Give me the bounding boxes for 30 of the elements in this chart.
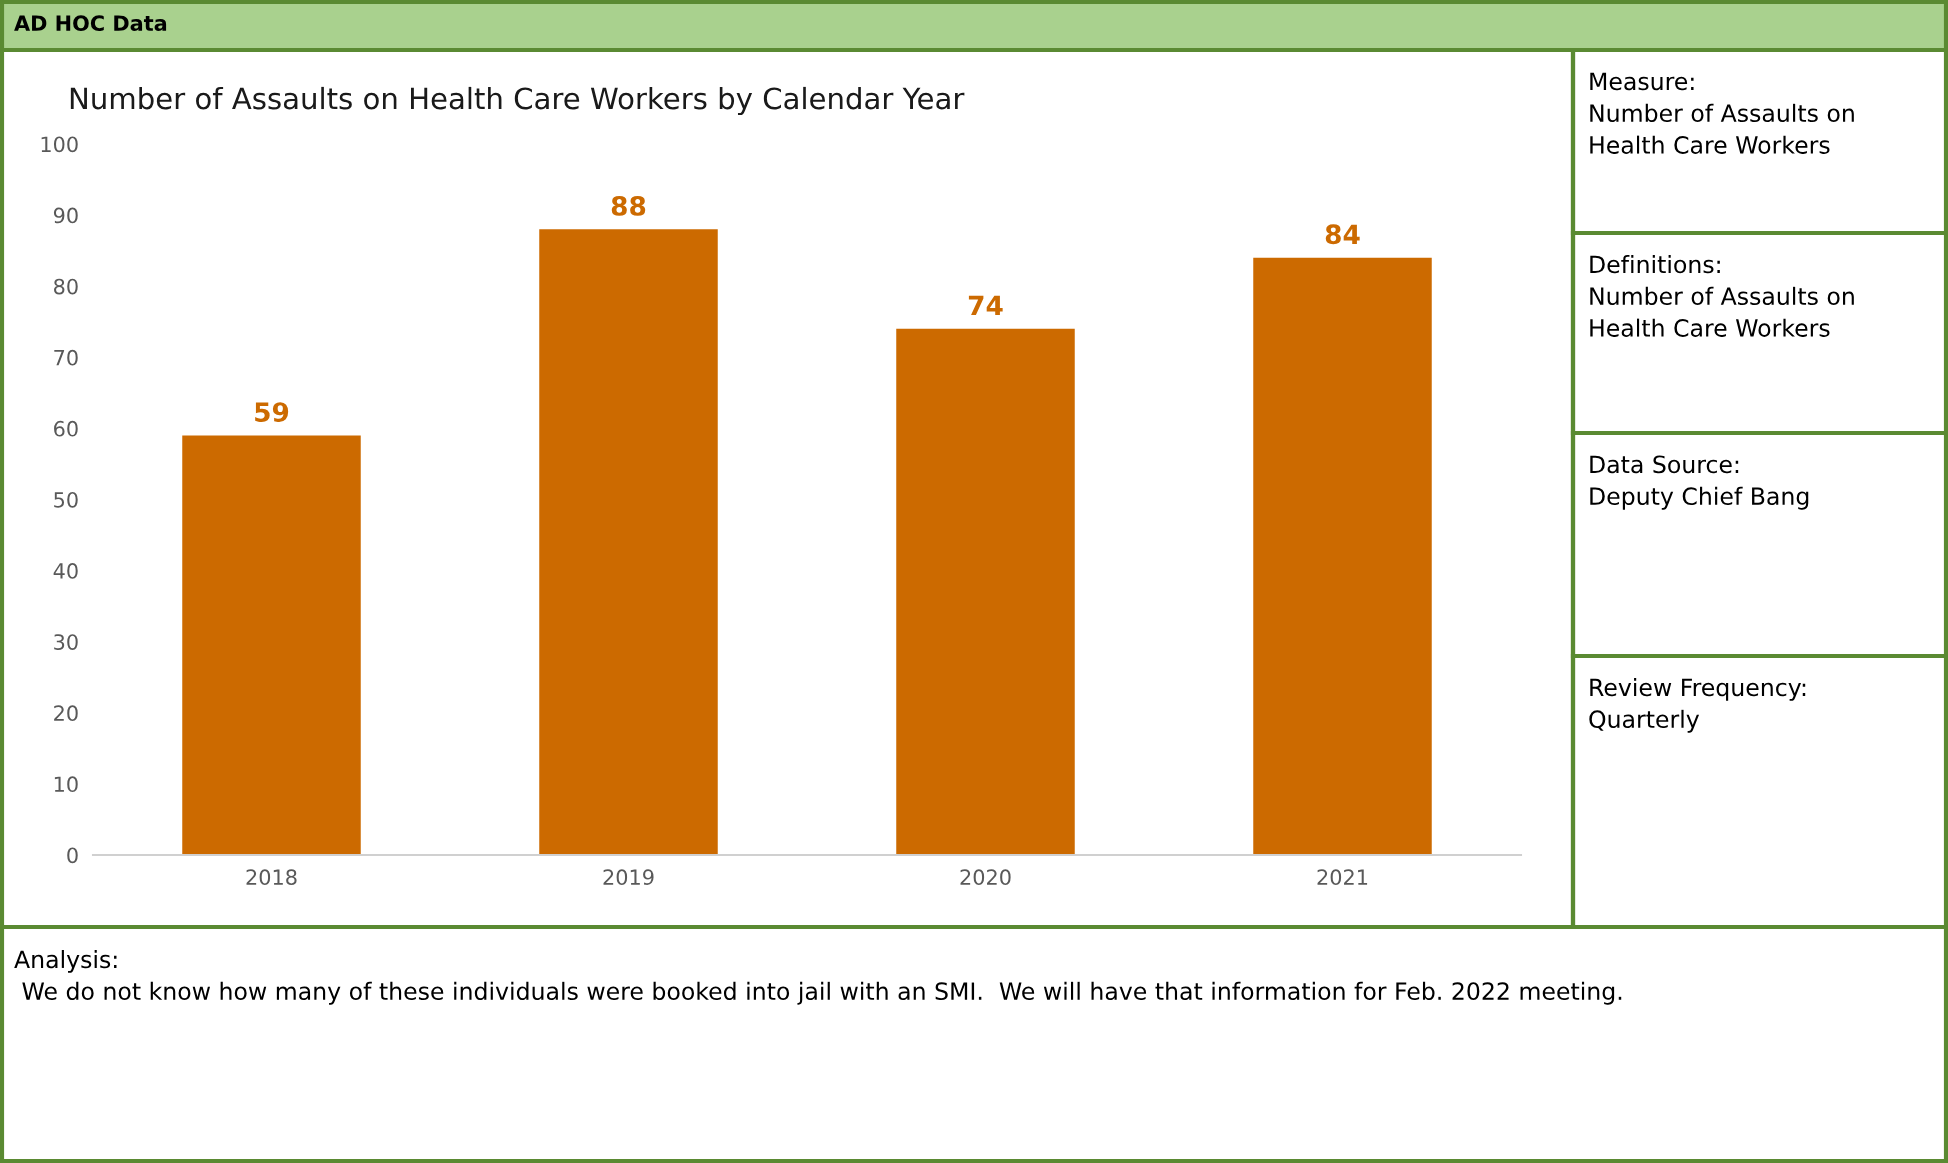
y-tick-label: 30 — [54, 634, 78, 650]
data-label: 84 — [1325, 224, 1360, 245]
y-tick-label: 10 — [54, 776, 78, 793]
text: Review Frequency: Quarterly — [1589, 678, 1806, 733]
bar — [539, 229, 718, 855]
y-tick-label: 60 — [54, 420, 78, 437]
y-tick-label: 20 — [54, 705, 78, 722]
text: Analysis: We do not know how many of these individuals were booked into jail with an SMI. We will have that information for Feb. 2022 meeting. — [14, 950, 1622, 1005]
y-tick-label: 50 — [54, 491, 78, 508]
y-tick-label: 40 — [53, 563, 78, 579]
data-label: 59 — [255, 402, 289, 423]
data-label: 88 — [611, 195, 646, 216]
y-tick-label: 100 — [41, 136, 78, 153]
x-tick-label: 2018 — [246, 869, 297, 886]
y-tick-label: 0 — [67, 847, 78, 864]
x-tick-label: 2021 — [1317, 869, 1368, 886]
text: Measure: Number of Assaults on Health Care Workers — [1590, 72, 1854, 154]
y-tick-label: 80 — [54, 278, 78, 295]
chart-title: Number of Assaults on Health Care Workers by Calendar Year — [70, 86, 965, 116]
y-tick-label: 70 — [54, 349, 78, 366]
data-label: 74 — [968, 295, 1003, 316]
text: AD HOC Data — [14, 15, 167, 32]
source-note: Data Source: Deputy Chief Bang — [1590, 455, 1809, 510]
y-tick-label: 90 — [53, 207, 78, 224]
bar — [182, 435, 361, 855]
bar — [1253, 257, 1432, 855]
bar — [896, 328, 1075, 855]
x-tick-label: 2019 — [603, 869, 654, 886]
text: Definitions: Number of Assaults on Health Care Workers — [1590, 255, 1854, 337]
x-tick-label: 2020 — [960, 869, 1011, 886]
